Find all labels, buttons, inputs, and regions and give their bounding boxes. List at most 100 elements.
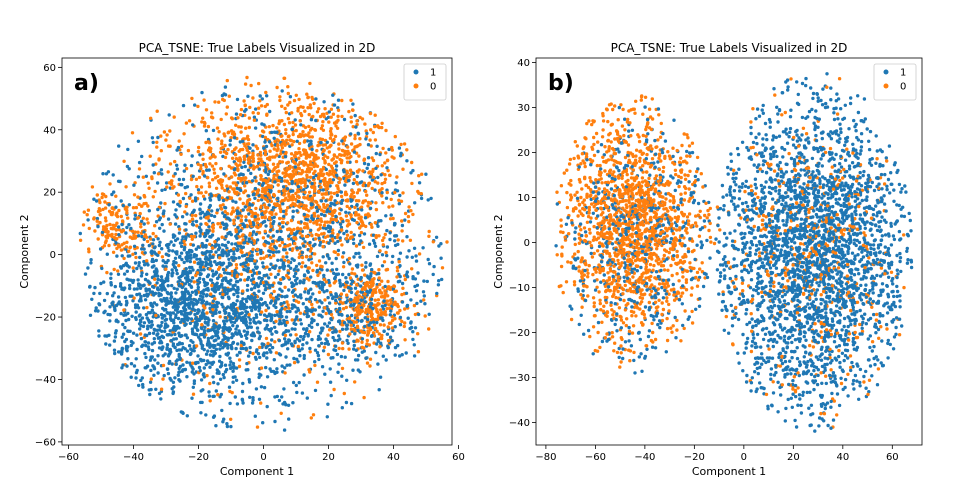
scatter-point-1 [338, 236, 342, 240]
scatter-point-0 [212, 171, 217, 175]
scatter-point-1 [237, 173, 241, 177]
scatter-point-1 [259, 297, 263, 301]
scatter-point-0 [314, 157, 318, 161]
scatter-point-1 [206, 323, 210, 327]
scatter-point-0 [290, 111, 294, 115]
scatter-point-1 [199, 411, 203, 415]
scatter-point-0 [326, 234, 330, 238]
scatter-point-0 [214, 161, 218, 166]
scatter-point-0 [171, 186, 175, 190]
scatter-point-1 [317, 313, 321, 317]
scatter-point-1 [344, 400, 349, 405]
scatter-point-1 [180, 257, 184, 262]
scatter-point-1 [320, 288, 325, 292]
scatter-point-0 [255, 247, 260, 252]
scatter-point-1 [318, 331, 323, 335]
scatter-point-0 [397, 260, 401, 264]
scatter-point-0 [241, 233, 245, 237]
scatter-point-0 [85, 213, 89, 217]
scatter-point-1 [208, 253, 212, 258]
scatter-point-0 [242, 99, 246, 103]
scatter-point-0 [338, 329, 342, 334]
scatter-point-0 [401, 167, 405, 171]
scatter-point-1 [270, 283, 275, 287]
scatter-point-1 [314, 173, 318, 178]
scatter-point-1 [237, 314, 241, 318]
scatter-point-0 [298, 160, 302, 165]
scatter-point-0 [315, 380, 320, 384]
scatter-point-0 [173, 159, 177, 164]
scatter-point-1 [239, 188, 243, 193]
scatter-point-1 [212, 325, 217, 330]
scatter-point-0 [271, 123, 275, 128]
scatter-point-0 [267, 216, 272, 221]
scatter-point-1 [384, 358, 388, 362]
scatter-point-0 [283, 106, 287, 111]
scatter-point-0 [382, 236, 386, 240]
scatter-point-1 [145, 316, 149, 320]
scatter-point-0 [377, 189, 382, 193]
scatter-point-1 [227, 296, 231, 301]
scatter-point-1 [151, 304, 155, 309]
scatter-point-1 [212, 214, 217, 219]
scatter-point-0 [347, 109, 351, 114]
scatter-point-1 [198, 369, 202, 373]
scatter-point-1 [152, 373, 156, 377]
scatter-point-1 [296, 199, 301, 204]
scatter-point-0 [155, 109, 159, 113]
scatter-point-1 [439, 256, 443, 260]
scatter-point-0 [239, 250, 243, 254]
scatter-point-1 [131, 331, 136, 335]
scatter-point-0 [219, 207, 224, 211]
scatter-point-0 [218, 265, 222, 269]
scatter-point-1 [235, 324, 239, 328]
scatter-point-1 [150, 136, 155, 140]
scatter-point-1 [203, 320, 207, 324]
scatter-point-1 [169, 338, 173, 343]
scatter-point-1 [261, 353, 266, 357]
scatter-point-1 [296, 308, 301, 312]
scatter-point-0 [348, 168, 353, 172]
scatter-point-0 [345, 145, 350, 149]
scatter-point-1 [183, 289, 188, 294]
scatter-point-1 [329, 293, 333, 297]
scatter-point-1 [253, 196, 257, 200]
scatter-point-0 [254, 179, 258, 183]
scatter-point-1 [242, 160, 246, 164]
scatter-point-1 [190, 327, 195, 331]
scatter-point-1 [385, 166, 389, 170]
scatter-point-0 [179, 152, 183, 156]
scatter-point-1 [340, 406, 344, 410]
scatter-point-1 [119, 311, 123, 316]
scatter-point-1 [241, 139, 245, 143]
scatter-point-0 [131, 252, 135, 256]
scatter-point-0 [329, 127, 333, 131]
scatter-point-0 [310, 95, 314, 100]
scatter-point-0 [365, 338, 369, 343]
scatter-point-0 [368, 280, 372, 285]
scatter-point-1 [178, 341, 182, 345]
scatter-point-1 [135, 303, 140, 307]
scatter-point-1 [379, 219, 383, 223]
scatter-point-1 [197, 317, 202, 322]
scatter-point-1 [98, 291, 102, 296]
scatter-point-1 [366, 276, 370, 280]
scatter-point-1 [112, 291, 116, 295]
scatter-point-1 [126, 357, 130, 361]
scatter-point-1 [164, 265, 168, 269]
scatter-point-0 [360, 287, 364, 292]
scatter-point-1 [242, 303, 247, 307]
scatter-point-1 [141, 243, 145, 247]
scatter-point-0 [332, 161, 337, 165]
scatter-point-0 [385, 287, 390, 291]
scatter-point-1 [118, 265, 123, 269]
scatter-point-1 [231, 199, 235, 203]
scatter-point-1 [177, 177, 181, 182]
scatter-point-1 [173, 172, 177, 176]
scatter-point-0 [387, 303, 391, 307]
scatter-point-1 [227, 249, 231, 254]
scatter-point-1 [434, 235, 439, 239]
scatter-point-1 [369, 321, 373, 325]
scatter-point-1 [313, 360, 317, 364]
scatter-point-1 [342, 288, 346, 293]
